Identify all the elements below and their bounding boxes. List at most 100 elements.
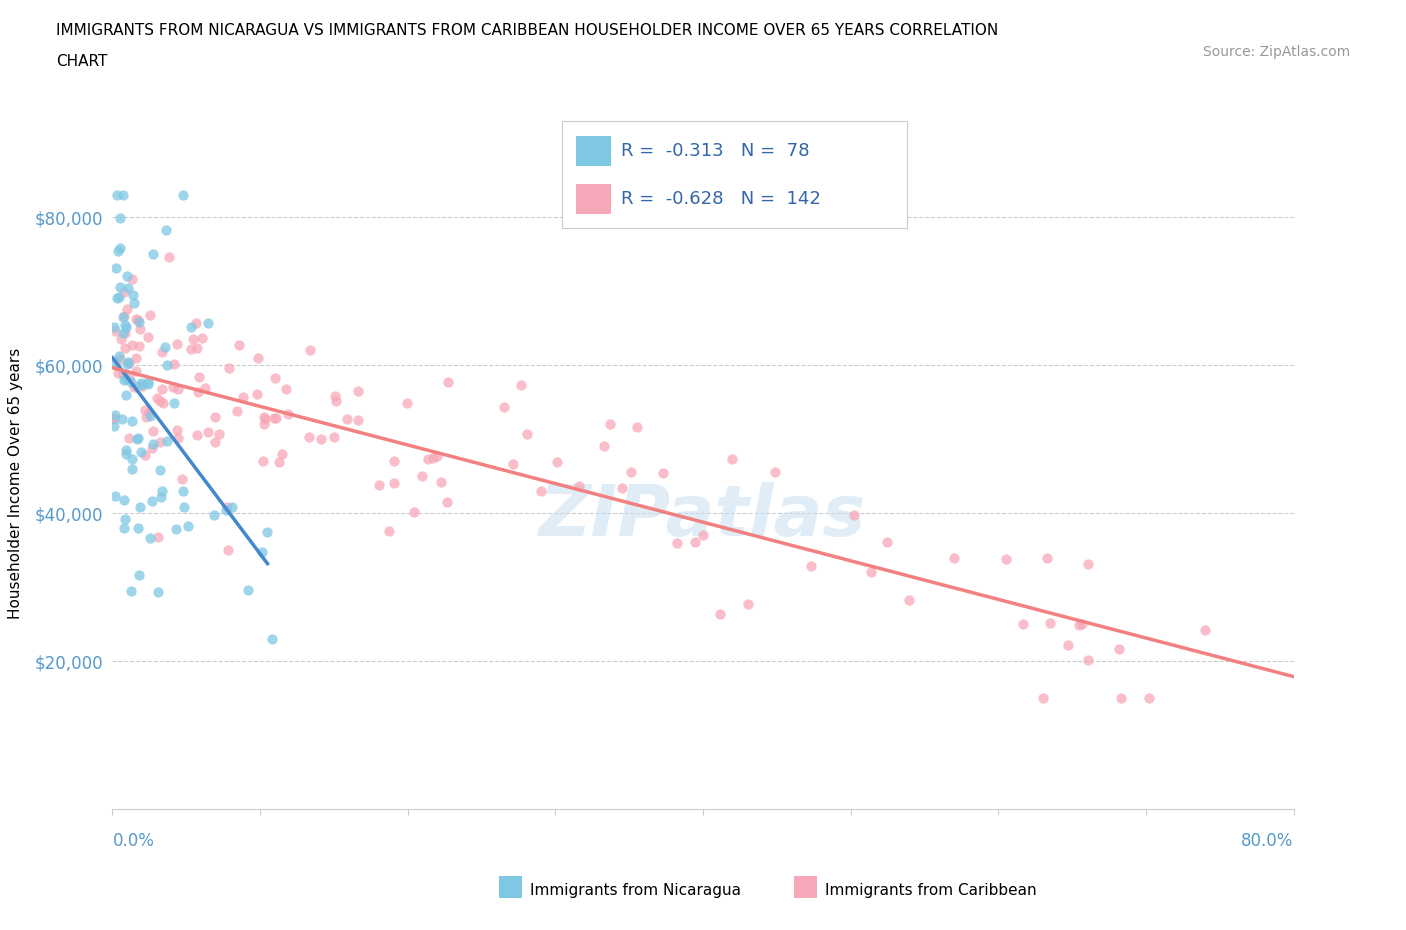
Text: Immigrants from Caribbean: Immigrants from Caribbean bbox=[825, 884, 1038, 898]
Point bbox=[232, 390, 254, 405]
Point bbox=[494, 399, 516, 414]
Point bbox=[502, 457, 524, 472]
Point bbox=[1036, 551, 1059, 565]
Point bbox=[149, 393, 172, 408]
Point bbox=[134, 403, 156, 418]
Point bbox=[765, 465, 787, 480]
Point bbox=[129, 376, 152, 391]
Point bbox=[172, 483, 194, 498]
Point bbox=[136, 377, 159, 392]
Point bbox=[129, 378, 152, 392]
Point bbox=[309, 432, 332, 446]
Point bbox=[141, 494, 163, 509]
Point bbox=[121, 287, 143, 302]
Point bbox=[298, 342, 321, 357]
Point bbox=[155, 358, 177, 373]
Point bbox=[1137, 691, 1160, 706]
Point bbox=[323, 389, 346, 404]
Text: 0.0%: 0.0% bbox=[112, 832, 155, 850]
Point bbox=[652, 466, 675, 481]
Point bbox=[1077, 556, 1099, 571]
Point bbox=[204, 434, 226, 449]
Point bbox=[136, 374, 159, 389]
Point bbox=[422, 451, 444, 466]
Point bbox=[121, 413, 143, 428]
Point bbox=[112, 326, 135, 340]
Point bbox=[1039, 616, 1062, 631]
Point bbox=[107, 244, 129, 259]
Point bbox=[186, 428, 208, 443]
Point bbox=[277, 406, 299, 421]
Point bbox=[122, 379, 145, 394]
Point bbox=[859, 565, 882, 580]
Point bbox=[346, 412, 368, 427]
Point bbox=[111, 188, 134, 203]
Point bbox=[138, 531, 160, 546]
Point bbox=[516, 426, 538, 441]
Point bbox=[721, 451, 744, 466]
Point bbox=[546, 455, 568, 470]
Point bbox=[112, 372, 135, 387]
Point bbox=[172, 472, 194, 486]
Point bbox=[127, 312, 149, 327]
Point bbox=[665, 536, 688, 551]
Point bbox=[162, 379, 184, 394]
Point bbox=[208, 426, 231, 441]
Point bbox=[165, 521, 187, 536]
Point bbox=[396, 395, 419, 410]
Point bbox=[111, 366, 134, 381]
Point bbox=[263, 411, 285, 426]
Point bbox=[121, 272, 143, 286]
Point bbox=[125, 432, 148, 446]
Point bbox=[104, 488, 127, 503]
Point bbox=[402, 504, 425, 519]
Point bbox=[112, 521, 135, 536]
Point bbox=[125, 364, 148, 379]
Point bbox=[252, 454, 274, 469]
Point bbox=[184, 315, 207, 330]
Point bbox=[112, 308, 135, 323]
Point bbox=[215, 502, 238, 517]
Point bbox=[188, 369, 211, 384]
Point bbox=[150, 381, 173, 396]
Point bbox=[150, 484, 173, 498]
Point bbox=[252, 416, 274, 431]
Point bbox=[180, 320, 202, 335]
Point bbox=[173, 499, 195, 514]
Point bbox=[152, 396, 174, 411]
Point bbox=[1109, 691, 1132, 706]
Point bbox=[149, 489, 172, 504]
Point bbox=[180, 341, 202, 356]
Point bbox=[122, 295, 145, 310]
Point bbox=[115, 301, 138, 316]
Text: R =  -0.313   N =  78: R = -0.313 N = 78 bbox=[621, 142, 810, 160]
Point bbox=[157, 250, 180, 265]
Point bbox=[128, 314, 150, 329]
Point bbox=[266, 410, 288, 425]
Point bbox=[197, 315, 219, 330]
Point bbox=[177, 519, 200, 534]
Point bbox=[135, 410, 157, 425]
Point bbox=[384, 475, 406, 490]
Point bbox=[260, 632, 283, 647]
Point bbox=[568, 479, 591, 494]
Point bbox=[194, 380, 217, 395]
Text: 80.0%: 80.0% bbox=[1241, 832, 1294, 850]
Point bbox=[152, 345, 174, 360]
Point bbox=[530, 484, 553, 498]
Point bbox=[156, 433, 179, 448]
Point bbox=[737, 596, 759, 611]
Point bbox=[163, 395, 186, 410]
Text: CHART: CHART bbox=[56, 54, 108, 69]
Point bbox=[128, 567, 150, 582]
Point bbox=[107, 366, 129, 381]
Point bbox=[610, 480, 633, 495]
Point bbox=[104, 407, 127, 422]
Point bbox=[128, 322, 150, 337]
Point bbox=[103, 411, 125, 426]
Point bbox=[509, 378, 531, 392]
Point bbox=[115, 356, 138, 371]
Bar bbox=[576, 136, 610, 166]
Point bbox=[118, 355, 141, 370]
Point bbox=[271, 447, 294, 462]
